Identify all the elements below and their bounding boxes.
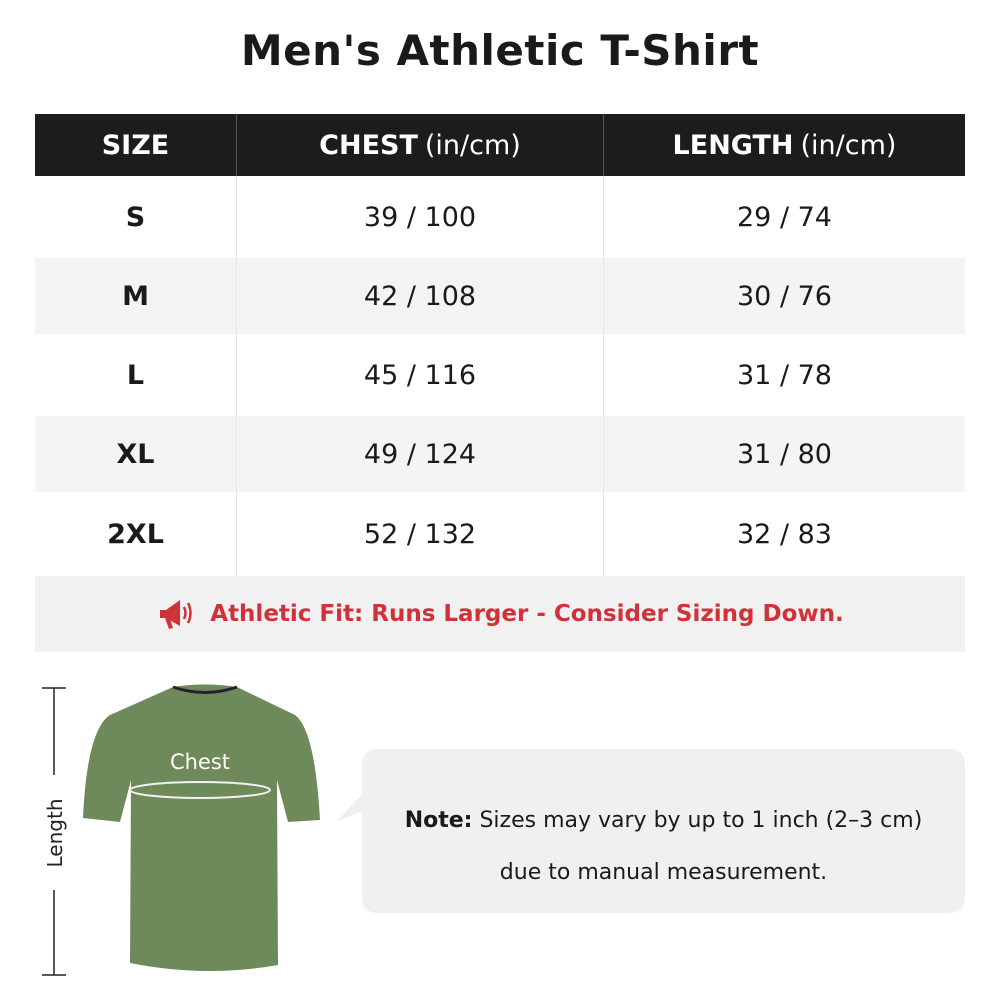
header-length-label: LENGTH [672,129,794,161]
length-cell: 29 / 74 [737,201,832,233]
table-row: M 42 / 108 30 / 76 [35,258,965,334]
note-label: Note: [404,808,473,833]
length-indicator: Length [42,687,67,976]
tshirt-diagram: Length Chest [42,684,320,976]
note-line-1: Note: Sizes may vary by up to 1 inch (2–… [362,795,965,847]
size-cell: 2XL [35,492,237,576]
size-cell: M [35,258,237,334]
note-text-1: Sizes may vary by up to 1 inch (2–3 cm) [479,808,923,833]
table-row: XL 49 / 124 31 / 80 [35,416,965,492]
chest-cell: 52 / 132 [237,492,604,576]
chest-label: Chest [170,750,230,774]
size-table: SIZE CHEST (in/cm) LENGTH (in/cm) S 39 / 10… [35,114,965,652]
note-line-2: due to manual measurement. [499,860,828,885]
length-cell: 31 / 80 [737,438,832,470]
header-chest-unit: (in/cm) [424,129,521,161]
length-cell: 30 / 76 [737,280,832,312]
tshirt-shape [83,684,320,972]
header-size: SIZE [35,114,237,176]
chest-cell: 45 / 116 [237,334,604,416]
header-chest: CHEST (in/cm) [237,114,604,176]
bubble-tail [336,790,366,822]
table-row: S 39 / 100 29 / 74 [35,176,965,258]
page-title: Men's Athletic T-Shirt [240,26,760,75]
chest-cell: 49 / 124 [237,416,604,492]
header-length-unit: (in/cm) [800,129,897,161]
length-cell: 31 / 78 [737,359,832,391]
size-cell: L [35,334,237,416]
size-cell: XL [35,416,237,492]
header-length: LENGTH (in/cm) [604,114,965,176]
chest-cell: 42 / 108 [237,258,604,334]
note-bubble: Note: Sizes may vary by up to 1 inch (2–… [362,749,965,913]
header-size-label: SIZE [101,129,170,161]
table-header: SIZE CHEST (in/cm) LENGTH (in/cm) [35,114,965,176]
fit-note-text: Athletic Fit: Runs Larger - Consider Siz… [210,601,844,627]
length-label: Length [43,799,67,868]
table-row: L 45 / 116 31 / 78 [35,334,965,416]
chest-cell: 39 / 100 [237,176,604,258]
table-row: 2XL 52 / 132 32 / 83 [35,492,965,576]
header-chest-label: CHEST [319,129,418,161]
length-cell: 32 / 83 [737,518,832,550]
megaphone-icon [160,600,193,629]
fit-note-bar: Athletic Fit: Runs Larger - Consider Siz… [35,576,965,652]
size-cell: S [35,176,237,258]
chest-measure-icon [129,781,271,799]
